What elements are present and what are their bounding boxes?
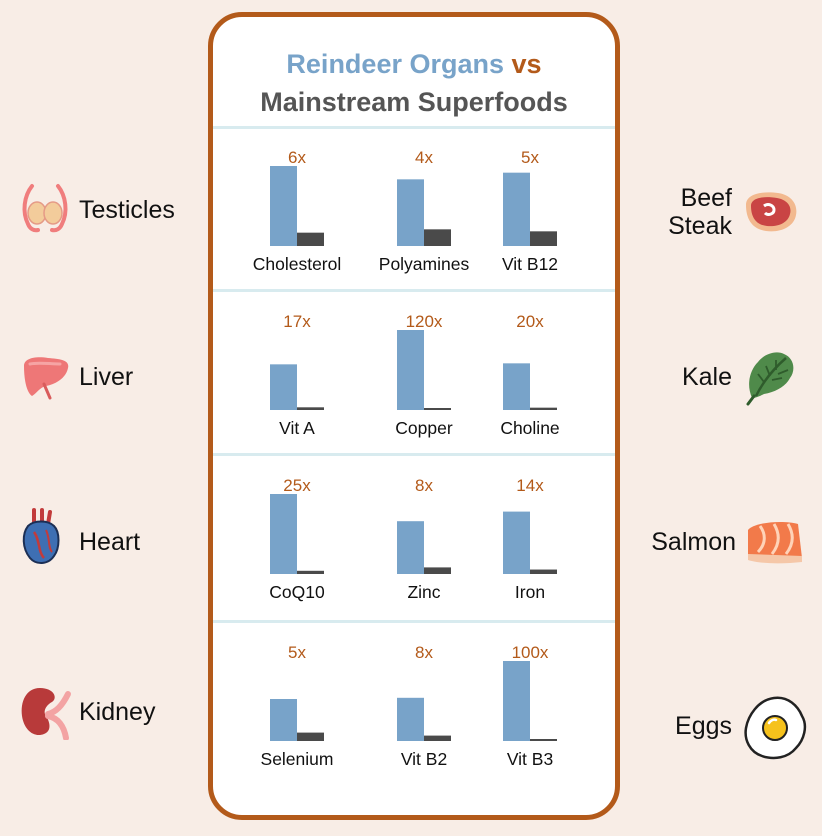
organ-bar [503,661,530,741]
multiplier-label: 6x [288,148,306,167]
superfood-bar [424,567,451,574]
multiplier-label: 4x [415,148,433,167]
nutrient-label: Polyamines [379,254,470,274]
nutrient-label: Cholesterol [253,254,342,274]
nutrient-label: Iron [515,582,545,602]
multiplier-label: 17x [283,312,311,331]
chart-title: Reindeer Organs vs Mainstream Superfoods [208,45,620,121]
organ-bar [397,521,424,574]
superfood-bar [297,570,324,574]
superfood-bar [530,739,557,741]
multiplier-label: 25x [283,476,311,495]
organ-label-liver: Liver [79,363,134,391]
superfood-bar [297,732,324,741]
organ-bar [270,494,297,574]
multiplier-label: 5x [288,643,306,662]
organ-bar [397,330,424,410]
organ-label-testicles: Testicles [79,196,175,224]
title-mainstream-superfoods: Mainstream Superfoods [260,87,568,117]
comparison-card [208,12,620,820]
salmon-icon [748,522,802,564]
multiplier-label: 8x [415,476,433,495]
superfood-bar [424,408,451,410]
row-divider [213,126,615,129]
organ-bar [503,511,530,574]
superfood-bar [530,569,557,574]
organ-label-kidney: Kidney [79,698,156,726]
superfood-bar [297,407,324,410]
nutrient-label: Vit B12 [502,254,558,274]
multiplier-label: 5x [521,148,539,167]
title-reindeer-organs: Reindeer Organs [286,49,504,79]
multiplier-label: 14x [516,476,544,495]
kidney-icon [21,688,71,740]
nutrient-label: Vit A [279,418,315,438]
food-label-beef-steak: Beef Steak [668,184,732,240]
multiplier-label: 8x [415,643,433,662]
nutrient-label: Zinc [407,582,440,602]
organ-bar [503,172,530,246]
multiplier-label: 120x [406,312,443,331]
superfood-bar [424,229,451,246]
food-label-kale: Kale [681,363,732,391]
row-divider [213,620,615,623]
food-label-eggs: Eggs [675,712,732,740]
superfood-bar [424,735,451,741]
organ-label-heart: Heart [79,528,141,556]
nutrient-label: Choline [500,418,559,438]
organ-bar [270,699,297,741]
organ-bar [270,364,297,410]
liver-icon [24,357,69,400]
nutrient-label: Selenium [261,749,334,769]
superfood-bar [297,232,324,246]
nutrient-label: CoQ10 [269,582,325,602]
nutrient-label: Vit B3 [507,749,553,769]
testicles-icon [22,184,68,233]
organ-bar [270,166,297,246]
row-divider [213,453,615,456]
title-vs: vs [511,49,542,79]
heart-icon [22,508,60,564]
organ-bar [397,697,424,741]
steak-icon [746,192,797,232]
nutrient-label: Copper [395,418,453,438]
nutrient-label: Vit B2 [401,749,447,769]
kale-icon [746,352,794,406]
multiplier-label: 100x [512,643,549,662]
organ-bar [397,179,424,246]
organ-bar [503,363,530,410]
superfood-bar [530,407,557,410]
egg-icon [744,696,807,760]
superfood-bar [530,231,557,246]
row-divider [213,289,615,292]
multiplier-label: 20x [516,312,544,331]
food-label-salmon: Salmon [651,528,736,556]
